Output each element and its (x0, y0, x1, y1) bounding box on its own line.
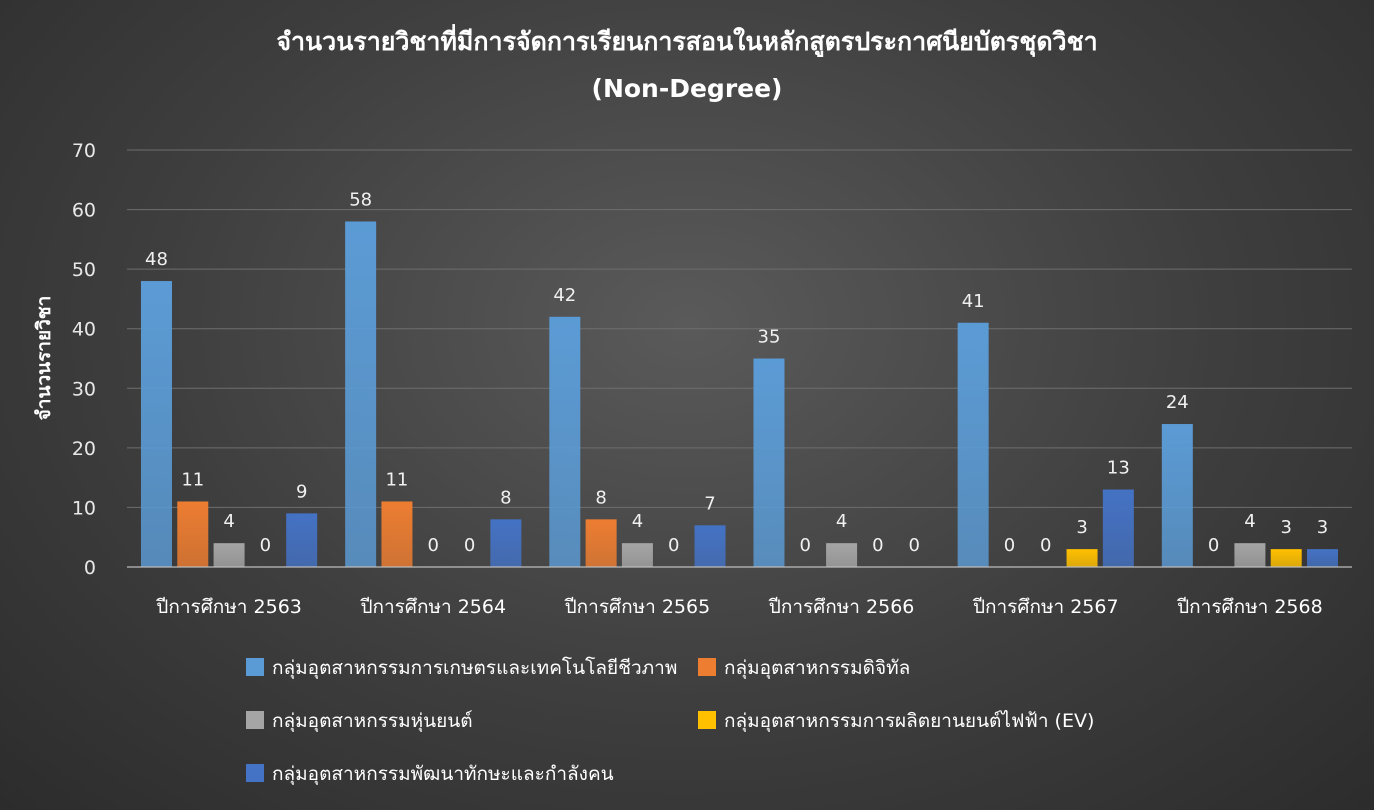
y-tick-label: 70 (72, 140, 96, 162)
data-label: 0 (668, 535, 679, 556)
bar (621, 543, 653, 567)
data-label: 42 (553, 285, 576, 306)
y-axis-ticks: 0 10 20 30 40 50 60 70 (72, 140, 96, 579)
data-label: 9 (296, 481, 307, 502)
legend-label: กลุ่มอุตสาหกรรมดิจิทัล (724, 657, 910, 680)
bar (1161, 424, 1193, 567)
data-label: 0 (260, 535, 271, 556)
gridlines (127, 149, 1352, 508)
data-labels: 48 11 4 0 9 58 11 0 0 8 42 8 4 0 7 35 0 4 0 0 41 0 0 3 13 24 0 4 3 3 (145, 189, 1328, 556)
data-label: 8 (595, 487, 606, 508)
data-label: 0 (872, 535, 883, 556)
legend-label: กลุ่มอุตสาหกรรมพัฒนาทักษะและกำลังคน (272, 763, 614, 786)
y-tick-label: 20 (72, 438, 96, 460)
data-label: 0 (1004, 535, 1015, 556)
data-label: 0 (464, 535, 475, 556)
bar (1234, 543, 1266, 567)
y-tick-label: 60 (72, 200, 96, 222)
data-label: 13 (1107, 458, 1130, 479)
data-label: 4 (1244, 511, 1255, 532)
legend-label: กลุ่มอุตสาหกรรมการผลิตยานยนต์ไฟฟ้า (EV) (724, 710, 1094, 733)
bar (753, 358, 785, 567)
data-label: 3 (1280, 517, 1291, 538)
bar (1102, 489, 1134, 567)
chart-title: จำนวนรายวิชาที่มีการจัดการเรียนการสอนในห… (276, 24, 1097, 58)
bar (585, 519, 617, 567)
x-category-label: ปีการศึกษา 2566 (768, 596, 914, 618)
legend-swatch (246, 658, 264, 676)
y-tick-label: 10 (72, 497, 96, 519)
data-label: 41 (962, 291, 985, 312)
x-category-label: ปีการศึกษา 2563 (155, 596, 301, 618)
x-category-label: ปีการศึกษา 2568 (1176, 596, 1322, 618)
data-label: 0 (428, 535, 439, 556)
x-axis-categories: ปีการศึกษา 2563 ปีการศึกษา 2564 ปีการศึกษา… (155, 596, 1322, 618)
x-category-label: ปีการศึกษา 2565 (564, 596, 710, 618)
legend-swatch (246, 764, 264, 782)
bar (177, 501, 209, 567)
data-label: 4 (632, 511, 643, 532)
bar (345, 221, 377, 567)
legend-swatch (246, 711, 264, 729)
data-label: 35 (758, 327, 781, 348)
data-label: 0 (800, 535, 811, 556)
y-axis-label: จำนวนรายวิชา (33, 296, 55, 421)
chart-subtitle: (Non-Degree) (592, 74, 783, 103)
data-label: 4 (836, 511, 847, 532)
bar (140, 281, 172, 567)
bar (381, 501, 413, 567)
legend-label: กลุ่มอุตสาหกรรมการเกษตรและเทคโนโลยีชีวภา… (272, 656, 677, 680)
data-label: 48 (145, 249, 168, 270)
y-tick-label: 30 (72, 378, 96, 400)
x-category-label: ปีการศึกษา 2564 (360, 596, 506, 618)
bar (490, 519, 522, 567)
data-label: 11 (385, 469, 408, 490)
legend-swatch (698, 711, 716, 729)
bar (957, 322, 989, 567)
y-tick-label: 50 (72, 259, 96, 281)
bar (1307, 549, 1339, 567)
data-label: 0 (908, 535, 919, 556)
bar (826, 543, 858, 567)
data-label: 0 (1208, 535, 1219, 556)
data-label: 58 (349, 189, 372, 210)
bars (140, 221, 1339, 567)
x-category-label: ปีการศึกษา 2567 (972, 596, 1118, 618)
data-label: 4 (223, 511, 234, 532)
bar (213, 543, 245, 567)
bar (1270, 549, 1302, 567)
data-label: 0 (1040, 535, 1051, 556)
y-tick-label: 0 (84, 557, 96, 579)
legend-swatch (698, 658, 716, 676)
legend: กลุ่มอุตสาหกรรมการเกษตรและเทคโนโลยีชีวภา… (246, 656, 1094, 786)
data-label: 7 (704, 493, 715, 514)
bar (1066, 549, 1098, 567)
legend-label: กลุ่มอุตสาหกรรมหุ่นยนต์ (272, 710, 473, 733)
bar (286, 513, 318, 567)
bar (549, 316, 581, 567)
data-label: 3 (1317, 517, 1328, 538)
data-label: 24 (1166, 392, 1189, 413)
bar (694, 525, 726, 567)
data-label: 8 (500, 487, 511, 508)
data-label: 11 (181, 469, 204, 490)
data-label: 3 (1076, 517, 1087, 538)
y-tick-label: 40 (72, 319, 96, 341)
